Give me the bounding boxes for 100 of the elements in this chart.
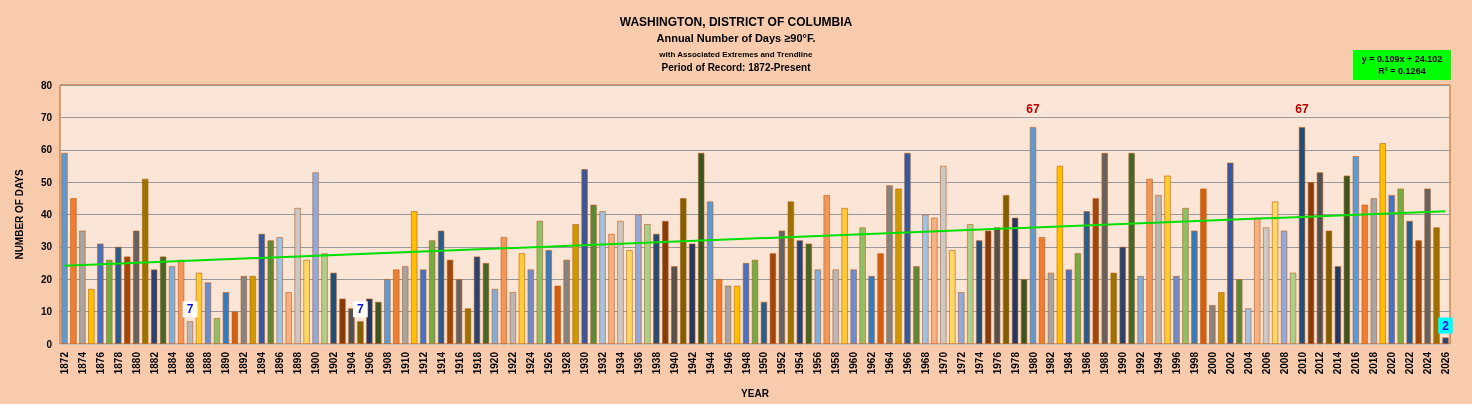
x-tick-label: 2004	[1242, 351, 1254, 375]
x-tick-label: 2018	[1368, 351, 1380, 375]
x-tick-label: 1958	[830, 351, 842, 375]
x-tick-label: 1986	[1081, 351, 1093, 375]
data-label: 7	[357, 302, 365, 317]
y-tick-label: 30	[40, 241, 53, 253]
x-tick-label: 1968	[919, 351, 931, 375]
y-tick-label: 10	[40, 306, 53, 318]
x-tick-label: 1984	[1063, 351, 1075, 375]
data-label: 67	[1295, 102, 1310, 117]
text: Period of Record: 1872-Present	[661, 61, 812, 73]
x-tick-label: 1920	[489, 351, 501, 375]
y-tick-label: 80	[40, 79, 53, 91]
x-tick-label: 2020	[1386, 351, 1398, 375]
x-tick-label: 1880	[130, 351, 142, 375]
y-tick-label: 70	[40, 111, 53, 123]
y-tick-label: 40	[40, 209, 53, 220]
x-tick-label: 1966	[901, 351, 913, 375]
x-tick-label: 2026	[1440, 351, 1452, 375]
x-tick-label: 1934	[614, 351, 626, 375]
x-tick-label: 1930	[579, 351, 591, 375]
x-tick-label: 1996	[1170, 351, 1182, 375]
x-tick-label: 1916	[453, 351, 465, 375]
x-tick-label: 1972	[955, 351, 967, 375]
y-tick-label: 0	[46, 338, 53, 350]
x-tick-label: 1982	[1045, 351, 1057, 375]
x-tick-label: 1924	[525, 351, 537, 375]
data-label: 67	[1026, 102, 1040, 117]
x-tick-label: 1946	[722, 351, 734, 375]
x-tick-label: 1932	[597, 351, 609, 375]
x-tick-label: 1912	[417, 351, 429, 375]
x-tick-label: 2000	[1206, 351, 1218, 375]
text: R² = 0.1264	[1378, 65, 1426, 76]
x-tick-label: 1976	[991, 351, 1003, 375]
x-tick-label: 1988	[1099, 351, 1111, 375]
x-tick-label: 1896	[274, 351, 286, 375]
x-tick-label: 1960	[848, 351, 860, 375]
x-tick-label: 1922	[507, 351, 519, 375]
x-axis-title: YEAR	[741, 387, 770, 399]
x-tick-label: 2014	[1332, 351, 1344, 375]
x-tick-label: 2006	[1260, 351, 1272, 375]
x-tick-label: 1928	[561, 351, 573, 375]
text: with Associated Extremes and Trendline	[658, 49, 813, 59]
x-tick-label: 1900	[310, 351, 322, 375]
chart-subtitle: Annual Number of Days ≥90°F.	[656, 31, 816, 44]
x-tick-label: 1872	[58, 351, 70, 375]
y-tick-label: 60	[40, 144, 53, 156]
chart-title: WASHINGTON, DISTRICT OF COLUMBIA	[619, 15, 853, 29]
x-tick-label: 1942	[686, 351, 698, 375]
text: y = 0.109x + 24.102	[1361, 53, 1443, 64]
x-tick-label: 1974	[973, 351, 985, 375]
data-label: 2	[1442, 318, 1450, 333]
x-tick-label: 1890	[220, 351, 232, 375]
x-tick-label: 2002	[1224, 351, 1236, 375]
x-tick-label: 1894	[256, 351, 268, 375]
x-tick-label: 1904	[345, 351, 357, 375]
x-tick-label: 1874	[76, 351, 88, 375]
x-tick-label: 1940	[668, 351, 680, 375]
x-tick-label: 1888	[202, 351, 214, 375]
x-tick-label: 1990	[1117, 351, 1129, 375]
x-tick-label: 1884	[166, 351, 178, 375]
x-tick-label: 2016	[1350, 351, 1362, 375]
x-tick-label: 1918	[471, 351, 483, 375]
x-tick-label: 1902	[328, 351, 340, 375]
x-tick-label: 1950	[758, 351, 770, 375]
x-tick-label: 1952	[776, 351, 788, 375]
x-tick-label: 1936	[632, 351, 644, 375]
x-tick-label: 1898	[292, 351, 304, 375]
x-tick-label: 1908	[381, 351, 393, 375]
x-tick-label: 1992	[1135, 351, 1147, 375]
data-label: 7	[186, 302, 194, 317]
x-tick-label: 1956	[812, 351, 824, 375]
x-tick-label: 1886	[184, 351, 196, 375]
x-tick-label: 1892	[238, 351, 250, 375]
x-tick-label: 1962	[866, 351, 878, 375]
x-tick-label: 1876	[94, 351, 106, 375]
x-tick-label: 1970	[937, 351, 949, 375]
x-tick-label: 2008	[1278, 351, 1290, 375]
x-tick-label: 1964	[884, 351, 896, 375]
x-tick-label: 1994	[1153, 351, 1165, 375]
x-tick-label: 1948	[740, 351, 752, 375]
x-tick-label: 2010	[1296, 351, 1308, 375]
x-tick-label: 2024	[1422, 351, 1434, 375]
x-tick-label: 1914	[435, 351, 447, 375]
x-tick-label: 1998	[1188, 351, 1200, 375]
x-tick-label: 1906	[363, 351, 375, 375]
y-tick-label: 20	[40, 273, 53, 285]
x-tick-label: 1926	[543, 351, 555, 375]
x-tick-label: 1944	[704, 351, 716, 375]
x-tick-label: 1938	[650, 351, 662, 375]
x-tick-label: 1878	[112, 351, 124, 375]
x-tick-label: 2012	[1314, 351, 1326, 375]
y-tick-label: 50	[40, 176, 53, 188]
y-axis-title: NUMBER OF DAYS	[13, 169, 25, 260]
x-tick-label: 2022	[1404, 351, 1416, 375]
x-tick-label: 1978	[1009, 351, 1021, 375]
x-tick-label: 1882	[148, 351, 160, 375]
x-tick-label: 1910	[399, 351, 411, 375]
x-tick-label: 1980	[1027, 351, 1039, 375]
x-tick-label: 1954	[794, 351, 806, 375]
